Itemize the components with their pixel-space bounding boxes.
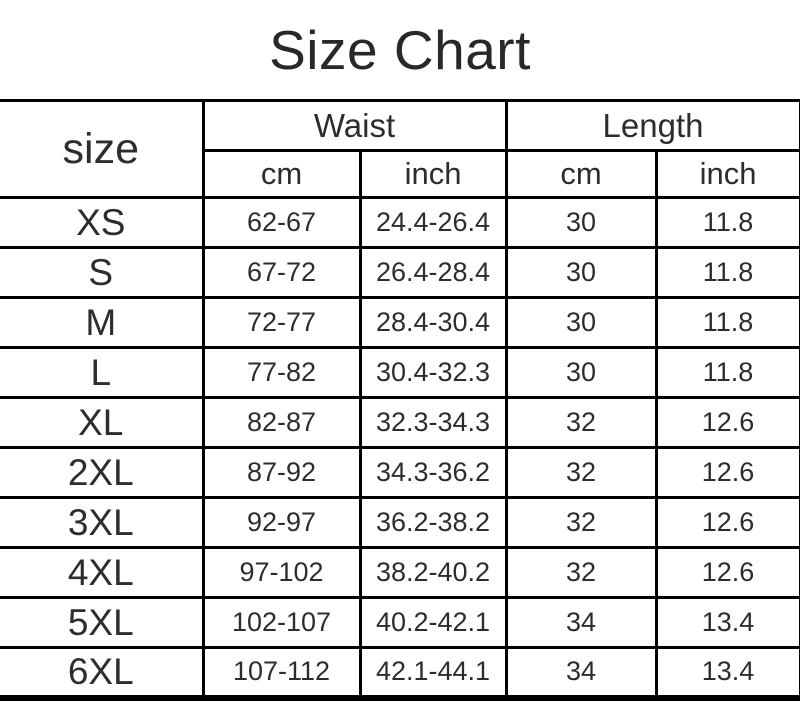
table-row: 2XL 87-92 34.3-36.2 32 12.6 (0, 446, 800, 499)
table-row: S 67-72 26.4-28.4 30 11.8 (0, 246, 800, 299)
table-row: M 72-77 28.4-30.4 30 11.8 (0, 296, 800, 349)
length-cm-value: 34 (504, 646, 658, 701)
column-header-length-cm: cm (504, 149, 658, 199)
column-header-waist-cm: cm (203, 149, 362, 199)
length-inch-value: 11.8 (654, 196, 800, 249)
length-cm-value: 32 (504, 446, 658, 499)
waist-cm-value: 77-82 (201, 346, 362, 399)
table-row: 4XL 97-102 38.2-40.2 32 12.6 (0, 546, 800, 599)
waist-cm-value: 102-107 (201, 596, 362, 649)
length-cm-value: 32 (504, 396, 658, 449)
waist-inch-value: 26.4-28.4 (358, 246, 508, 299)
length-cm-value: 30 (504, 346, 658, 399)
length-inch-value: 12.6 (654, 446, 800, 499)
size-label: L (0, 346, 205, 399)
column-header-length-inch: inch (654, 149, 800, 199)
waist-inch-value: 38.2-40.2 (358, 546, 508, 599)
table-row: L 77-82 30.4-32.3 30 11.8 (0, 346, 800, 399)
size-chart-table: size Waist Length cm inch cm inch XS 62-… (0, 99, 800, 701)
waist-cm-value: 107-112 (201, 646, 362, 701)
header-group-row: size Waist Length (0, 99, 800, 199)
page-title: Size Chart (269, 18, 531, 81)
column-group-length: Length (504, 99, 800, 152)
waist-cm-value: 82-87 (201, 396, 362, 449)
length-cm-value: 34 (504, 596, 658, 649)
length-inch-value: 12.6 (654, 396, 800, 449)
size-label: 6XL (0, 646, 205, 701)
table-row: 6XL 107-112 42.1-44.1 34 13.4 (0, 646, 800, 701)
table-row: XL 82-87 32.3-34.3 32 12.6 (0, 396, 800, 449)
waist-inch-value: 40.2-42.1 (358, 596, 508, 649)
size-label: S (0, 246, 205, 299)
size-label: 5XL (0, 596, 205, 649)
column-group-waist: Waist (201, 99, 508, 152)
waist-inch-value: 34.3-36.2 (358, 446, 508, 499)
size-label: 2XL (0, 446, 205, 499)
length-cm-value: 30 (504, 246, 658, 299)
length-cm-value: 30 (504, 196, 658, 249)
table-row: 3XL 92-97 36.2-38.2 32 12.6 (0, 496, 800, 549)
table-body: XS 62-67 24.4-26.4 30 11.8 S 67-72 26.4-… (0, 196, 800, 701)
waist-cm-value: 67-72 (201, 246, 362, 299)
table-header: size Waist Length cm inch cm inch (0, 99, 800, 199)
waist-cm-value: 62-67 (201, 196, 362, 249)
waist-inch-value: 32.3-34.3 (358, 396, 508, 449)
length-inch-value: 12.6 (654, 546, 800, 599)
length-inch-value: 13.4 (654, 596, 800, 649)
waist-cm-value: 92-97 (201, 496, 362, 549)
length-inch-value: 12.6 (654, 496, 800, 549)
waist-inch-value: 28.4-30.4 (358, 296, 508, 349)
waist-inch-value: 42.1-44.1 (358, 646, 508, 701)
table-row: 5XL 102-107 40.2-42.1 34 13.4 (0, 596, 800, 649)
waist-inch-value: 36.2-38.2 (358, 496, 508, 549)
header-unit-row: cm inch cm inch (0, 149, 800, 199)
size-label: M (0, 296, 205, 349)
waist-cm-value: 87-92 (201, 446, 362, 499)
size-label: XS (0, 196, 205, 249)
length-inch-value: 11.8 (654, 246, 800, 299)
length-cm-value: 30 (504, 296, 658, 349)
waist-cm-value: 97-102 (201, 546, 362, 599)
waist-inch-value: 24.4-26.4 (358, 196, 508, 249)
length-inch-value: 13.4 (654, 646, 800, 701)
waist-inch-value: 30.4-32.3 (358, 346, 508, 399)
column-header-size: size (0, 99, 205, 199)
waist-cm-value: 72-77 (201, 296, 362, 349)
column-header-waist-inch: inch (358, 149, 508, 199)
length-cm-value: 32 (504, 546, 658, 599)
length-inch-value: 11.8 (654, 346, 800, 399)
length-cm-value: 32 (504, 496, 658, 549)
table-row: XS 62-67 24.4-26.4 30 11.8 (0, 196, 800, 249)
length-inch-value: 11.8 (654, 296, 800, 349)
size-label: 4XL (0, 546, 205, 599)
size-label: XL (0, 396, 205, 449)
size-label: 3XL (0, 496, 205, 549)
